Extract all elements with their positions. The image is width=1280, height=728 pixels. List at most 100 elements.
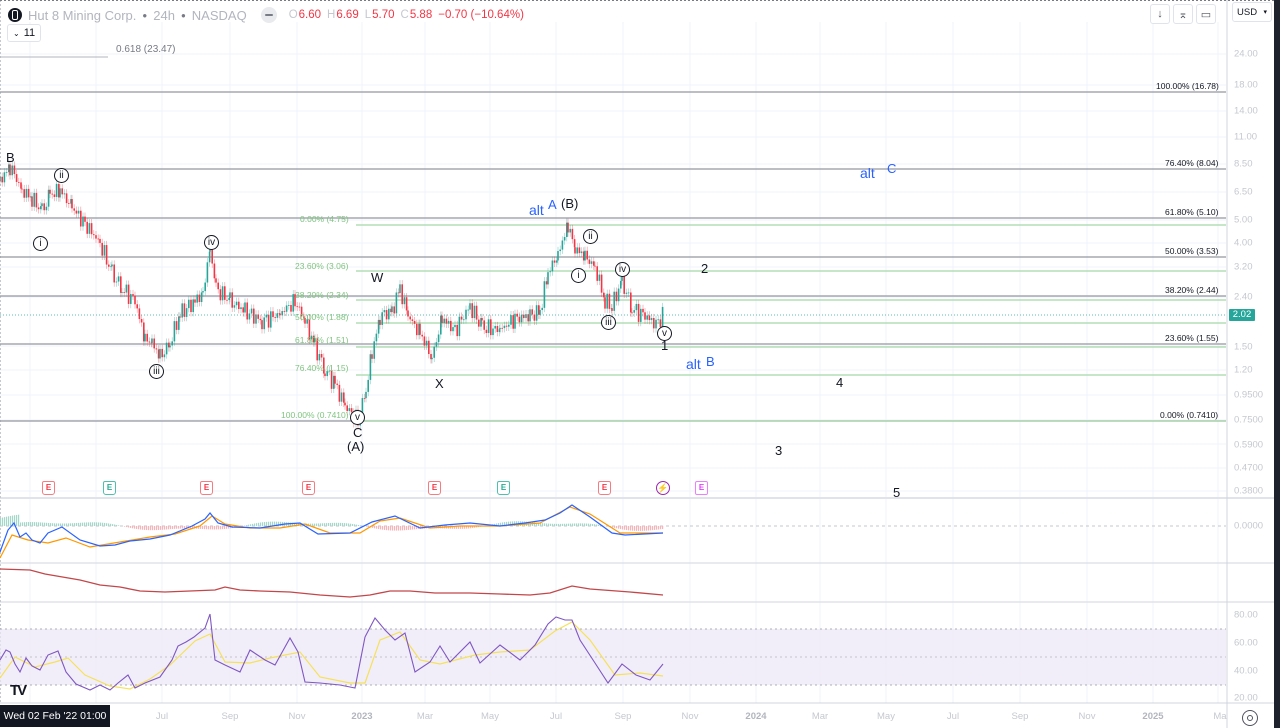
price-axis-label: 0.7500	[1234, 414, 1264, 426]
price-axis-label: 14.00	[1234, 105, 1258, 117]
wave-label-alt-b-B: B	[706, 354, 715, 369]
price-axis-label: 3.20	[1234, 261, 1253, 273]
time-axis-label: Jul	[946, 711, 960, 722]
wave-label-2: 2	[701, 261, 709, 276]
time-axis-label: Sep	[614, 711, 632, 722]
rsi-axis-label: 60.00	[1234, 637, 1258, 649]
wave-label-iv-b: iv	[615, 262, 630, 277]
time-axis-label: Mar	[416, 711, 434, 722]
price-axis-label: 4.00	[1234, 237, 1253, 249]
wave-label-B-paren: (B)	[561, 196, 579, 211]
rsi-axis-label: 80.00	[1234, 609, 1258, 621]
fib-left-100: 100.00% (0.7410)	[281, 410, 349, 420]
earnings-marker[interactable]: E	[103, 481, 116, 495]
indicators-toggle-button[interactable]: ⌄ 11	[7, 24, 42, 42]
low-key: L	[364, 9, 372, 21]
change-value: −0.70 (−10.64%)	[438, 9, 524, 21]
symbol-name[interactable]: Hut 8 Mining Corp.	[28, 7, 137, 23]
time-axis-label: Ma	[1213, 711, 1227, 722]
earnings-marker[interactable]: E	[497, 481, 510, 495]
currency-select[interactable]: USD ▾	[1232, 2, 1272, 22]
wave-label-iii: iii	[149, 364, 164, 379]
wave-label-1: 1	[661, 338, 669, 353]
fib-left-618: 61.80% (1.51)	[295, 335, 349, 345]
price-axis-label: 0.5900	[1234, 439, 1264, 451]
interval-label[interactable]: 24h	[153, 7, 175, 23]
fullscreen-icon[interactable]: ▭	[1196, 4, 1216, 24]
fib-right-618: 61.80% (5.10)	[1165, 207, 1219, 217]
time-axis-label: 2025	[1142, 711, 1164, 722]
earnings-marker[interactable]: E	[42, 481, 55, 495]
gear-icon[interactable]	[1242, 710, 1258, 726]
earnings-marker[interactable]: E	[598, 481, 611, 495]
chart-toolbar: ↓ ⌅ ▭	[1150, 4, 1216, 24]
high-value: 6.69	[336, 9, 359, 21]
currency-value: USD	[1237, 6, 1258, 18]
fib-left-382: 38.20% (2.34)	[295, 290, 349, 300]
price-axis-label: 0.3800	[1234, 485, 1264, 497]
earnings-marker[interactable]: E	[302, 481, 315, 495]
open-value: 6.60	[298, 9, 322, 21]
time-axis-label: May	[877, 711, 895, 722]
wave-label-alt-c-C: C	[887, 161, 897, 176]
symbol-legend: Hut 8 Mining Corp. ● 24h ● NASDAQ O6.60 …	[8, 6, 524, 24]
time-axis-label: Mar	[811, 711, 829, 722]
price-axis-label: 18.00	[1234, 79, 1258, 91]
rsi-axis-label: 20.00	[1234, 692, 1258, 704]
indicators-count: 11	[23, 27, 36, 39]
separator-dot: ●	[142, 10, 148, 20]
wave-label-W: W	[371, 270, 384, 285]
wave-label-i: i	[33, 236, 48, 251]
cursor-date-label: Wed 02 Feb '22 01:00	[0, 705, 110, 727]
price-axis-label: 2.40	[1234, 291, 1253, 303]
wave-label-A-paren: (A)	[347, 439, 365, 454]
macd-zero-label: 0.0000	[1234, 520, 1264, 532]
wave-label-C: C	[353, 425, 363, 440]
earnings-marker[interactable]: E	[428, 481, 441, 495]
price-axis-label: 0.4700	[1234, 462, 1264, 474]
tradingview-logo[interactable]: TV	[10, 682, 27, 699]
close-key: C	[400, 9, 409, 21]
rsi-axis-label: 40.00	[1234, 665, 1258, 677]
price-axis-label: 1.20	[1234, 364, 1253, 376]
time-axis-label: 2023	[351, 711, 373, 722]
fib-right-236: 23.60% (1.55)	[1165, 333, 1219, 343]
symbol-logo-icon	[8, 8, 22, 22]
fib-right-50: 50.00% (3.53)	[1165, 246, 1219, 256]
earnings-marker-upcoming[interactable]: E	[695, 481, 708, 495]
wave-label-v-b: v	[657, 326, 672, 341]
wave-label-A: A	[548, 197, 557, 212]
time-axis-label: May	[481, 711, 499, 722]
price-axis-label: 5.00	[1234, 214, 1253, 226]
price-axis-label: 24.00	[1234, 48, 1258, 60]
hide-symbol-button[interactable]	[260, 7, 277, 23]
wave-label-B: B	[6, 150, 15, 165]
arrow-down-icon[interactable]: ↓	[1150, 4, 1170, 24]
wave-label-iii-b: iii	[601, 315, 616, 330]
wave-label-X: X	[435, 376, 444, 391]
time-axis-label: Jul	[155, 711, 169, 722]
price-axis-label: 1.50	[1234, 341, 1253, 353]
price-axis-label: 0.9500	[1234, 389, 1264, 401]
close-value: 5.88	[409, 9, 433, 21]
fib-left-0: 0.00% (4.75)	[300, 214, 349, 224]
exchange-label: NASDAQ	[191, 7, 247, 23]
time-axis-label: 2024	[745, 711, 767, 722]
dividend-icon[interactable]: ⚡	[656, 481, 670, 495]
wave-label-alt: alt	[529, 202, 544, 218]
fib-top-label: 0.618 (23.47)	[116, 44, 176, 55]
collapse-icon[interactable]: ⌅	[1173, 4, 1193, 24]
chevron-down-icon: ▾	[1263, 9, 1267, 16]
separator-dot: ●	[180, 10, 186, 20]
time-axis-label: Sep	[221, 711, 239, 722]
open-key: O	[288, 9, 298, 21]
wave-label-3: 3	[775, 443, 783, 458]
wave-label-alt-c: alt	[860, 165, 875, 181]
earnings-marker[interactable]: E	[200, 481, 213, 495]
wave-label-i-b: i	[571, 268, 586, 283]
fib-left-764: 76.40% (1.15)	[295, 363, 349, 373]
wave-label-alt-b: alt	[686, 356, 701, 372]
time-axis-label: Nov	[1078, 711, 1096, 722]
wave-label-v: v	[350, 410, 365, 425]
